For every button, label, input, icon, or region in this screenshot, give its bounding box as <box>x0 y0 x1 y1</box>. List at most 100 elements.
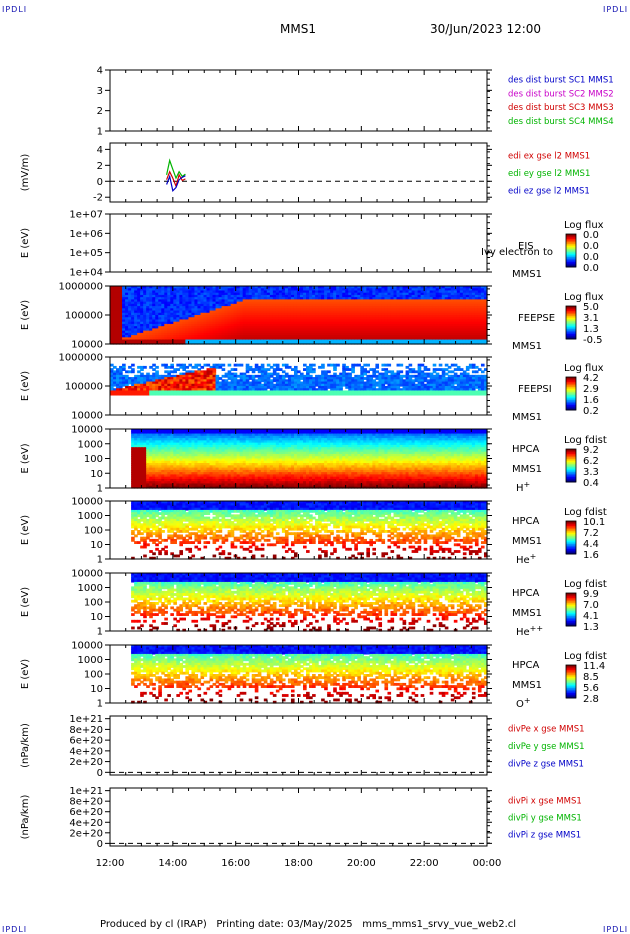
y-tick-label: 1000000 <box>58 353 103 364</box>
y-tick-label: 100 <box>84 526 103 537</box>
y-tick-label: 0 <box>97 177 103 188</box>
y-tick-label: 10 <box>90 469 103 480</box>
colorbar-tick-label: 1.6 <box>583 395 599 406</box>
colorbar-tick-label: 10.1 <box>583 517 605 528</box>
legend-entry: des dist burst SC1 MMS1 <box>508 75 614 85</box>
plot-datetime: 30/Jun/2023 12:00 <box>430 22 542 36</box>
legend-entry: edi ez gse l2 MMS1 <box>508 186 590 196</box>
panel-label: MMS1 <box>512 341 542 352</box>
panel-label: MMS1 <box>512 680 542 691</box>
panel-label: O+ <box>516 696 531 710</box>
y-tick-label: 1 <box>97 699 103 710</box>
colorbar-tick-label: 9.9 <box>583 589 599 600</box>
colorbar-tick-label: 2.8 <box>583 694 599 705</box>
colorbar-tick-label: 6.2 <box>583 456 599 467</box>
x-tick-label: 18:00 <box>284 858 313 869</box>
y-tick-label: 10000 <box>71 340 103 351</box>
legend-entry: divPi x gse MMS1 <box>508 796 582 806</box>
legend-entry: des dist burst SC3 MMS3 <box>508 103 614 113</box>
colorbar-tick-label: 4.1 <box>583 611 599 622</box>
colorbar-title: Log flux <box>564 363 604 374</box>
panel-frame <box>109 787 488 847</box>
x-tick-label: 14:00 <box>158 858 187 869</box>
corner-mark-top-left: IPDLI <box>2 5 28 14</box>
legend-entry: divPe y gse MMS1 <box>508 742 585 752</box>
panel-label: HPCA <box>512 660 540 671</box>
y-tick-label: 10000 <box>71 641 103 652</box>
corner-mark-bottom-left: IPDLI <box>2 925 28 934</box>
y-tick-label: 1e+07 <box>69 210 103 221</box>
y-tick-label: 1000 <box>78 511 103 522</box>
y-tick-label: 10 <box>90 612 103 623</box>
y-tick-label: 1000 <box>78 583 103 594</box>
y-tick-label: 1000 <box>78 439 103 450</box>
series-line <box>166 174 186 193</box>
panel-eis: 1e+04 1e+05 1e+06 1e+07 E (eV) EIS MMS1 Ivy ele… <box>20 210 553 281</box>
y-tick-label: 100 <box>84 454 103 465</box>
colorbar-tick-label: 3.3 <box>583 467 599 478</box>
x-tick-label: 20:00 <box>347 858 376 869</box>
y-axis-label: E (eV) <box>20 371 31 401</box>
colorbar-tick-label: 8.5 <box>583 672 599 683</box>
y-tick-label: 1 <box>97 555 103 566</box>
panel-label: MMS1 <box>512 536 542 547</box>
y-axis-label: E (eV) <box>20 228 31 258</box>
y-tick-label: 10000 <box>71 425 103 436</box>
panel-frame <box>109 715 488 776</box>
y-tick-label: 6e+20 <box>69 736 103 747</box>
y-tick-label: 6e+20 <box>69 807 103 818</box>
y-tick-label: 4e+20 <box>69 818 103 829</box>
y-tick-label: 100 <box>84 598 103 609</box>
colorbar-tick-label: 3.1 <box>583 313 599 324</box>
x-tick-label: 22:00 <box>410 858 439 869</box>
colorbar-tick-label: 0.2 <box>583 406 599 417</box>
y-tick-label: 1 <box>97 127 103 138</box>
x-tick-label: 12:00 <box>96 858 125 869</box>
y-tick-label: 4 <box>97 145 103 156</box>
colorbar-tick-label: 0.0 <box>583 241 599 252</box>
panel-feeps_e: 10000 100000 1000000 E (eV) FEEPSE MMS1 <box>20 282 555 353</box>
y-axis-label: E (eV) <box>20 300 31 330</box>
y-tick-label: 1e+05 <box>69 248 103 259</box>
y-axis-label: E (eV) <box>20 587 31 617</box>
legend-entry: divPi z gse MMS1 <box>508 830 581 840</box>
panel-label: H+ <box>516 480 530 494</box>
y-tick-label: 2 <box>97 161 103 172</box>
y-tick-label: 10 <box>90 684 103 695</box>
colorbar-title: Log fdist <box>564 579 607 590</box>
panel-label: FEEPSE <box>518 313 555 324</box>
legend-entry: edi ey gse l2 MMS1 <box>508 169 590 179</box>
panel-label: He++ <box>516 624 543 638</box>
panel-label: MMS1 <box>512 412 542 423</box>
panel-label: MMS1 <box>512 608 542 619</box>
y-tick-label: 2e+20 <box>69 828 103 839</box>
panel-label: HPCA <box>512 588 540 599</box>
y-tick-label: 1000000 <box>58 282 103 293</box>
colorbar-tick-label: -0.5 <box>583 335 603 346</box>
y-tick-label: 8e+20 <box>69 797 103 808</box>
colorbar-tick-label: 11.4 <box>583 661 605 672</box>
y-tick-label: 1 <box>97 627 103 638</box>
colorbar-title: Log flux <box>564 292 604 303</box>
panel-label: HPCA <box>512 516 540 527</box>
panel-feeps_i: 10000 100000 1000000 E (eV) FEEPSI MMS1 <box>20 353 552 424</box>
x-tick-label: 16:00 <box>221 858 250 869</box>
colorbar-tick-label: 1.6 <box>583 550 599 561</box>
legend-entry: des dist burst SC4 MMS4 <box>508 117 614 127</box>
panel-hpca_hepp: 1 10 100 1000 10000 E (eV) HPCA MMS1 He++ <box>20 569 543 639</box>
y-tick-label: 4e+20 <box>69 746 103 757</box>
colorbar-tick-label: 2.9 <box>583 384 599 395</box>
colorbar-tick-label: 0.0 <box>583 263 599 274</box>
panel-label: HPCA <box>512 444 540 455</box>
legend-entry: edi ex gse l2 MMS1 <box>508 152 590 162</box>
series-line <box>166 158 186 180</box>
colorbar-tick-label: 5.6 <box>583 683 599 694</box>
y-tick-label: 1e+21 <box>69 786 103 797</box>
panel-label: MMS1 <box>512 464 542 475</box>
y-axis-label: E (eV) <box>20 515 31 545</box>
